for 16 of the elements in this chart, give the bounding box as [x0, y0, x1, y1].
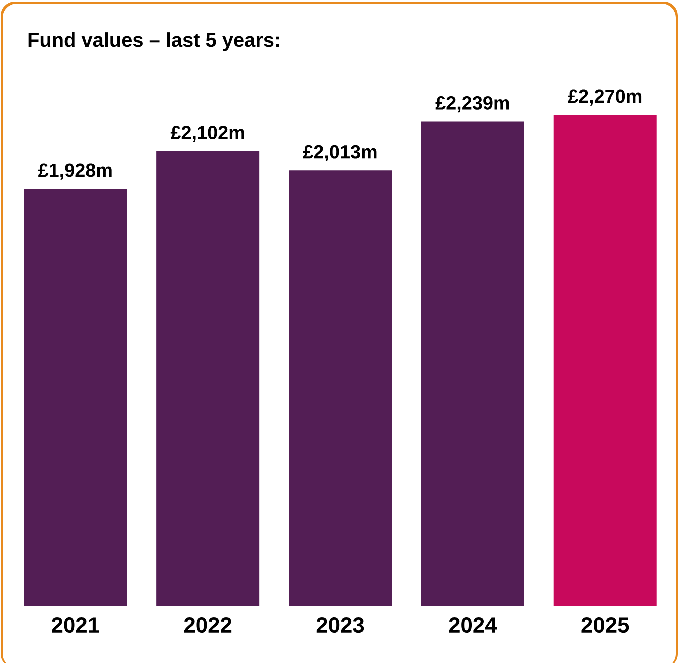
data-label: £2,270m [568, 90, 642, 106]
x-tick-label: 2025 [582, 618, 630, 634]
bar [24, 188, 128, 606]
x-tick-label: 2021 [52, 618, 100, 634]
bar [554, 114, 657, 606]
data-label: £1,928m [38, 164, 112, 180]
data-label: £2,102m [170, 126, 244, 142]
x-tick-label: 2023 [316, 618, 364, 634]
bar [421, 122, 524, 606]
bar [156, 151, 260, 606]
data-label: £2,239m [436, 96, 510, 113]
bar [289, 170, 392, 606]
x-tick-label: 2024 [449, 618, 498, 634]
x-tick-label: 2022 [184, 618, 232, 634]
chart-title: Fund values – last 5 years: [28, 32, 280, 52]
data-label: £2,013m [303, 145, 377, 162]
